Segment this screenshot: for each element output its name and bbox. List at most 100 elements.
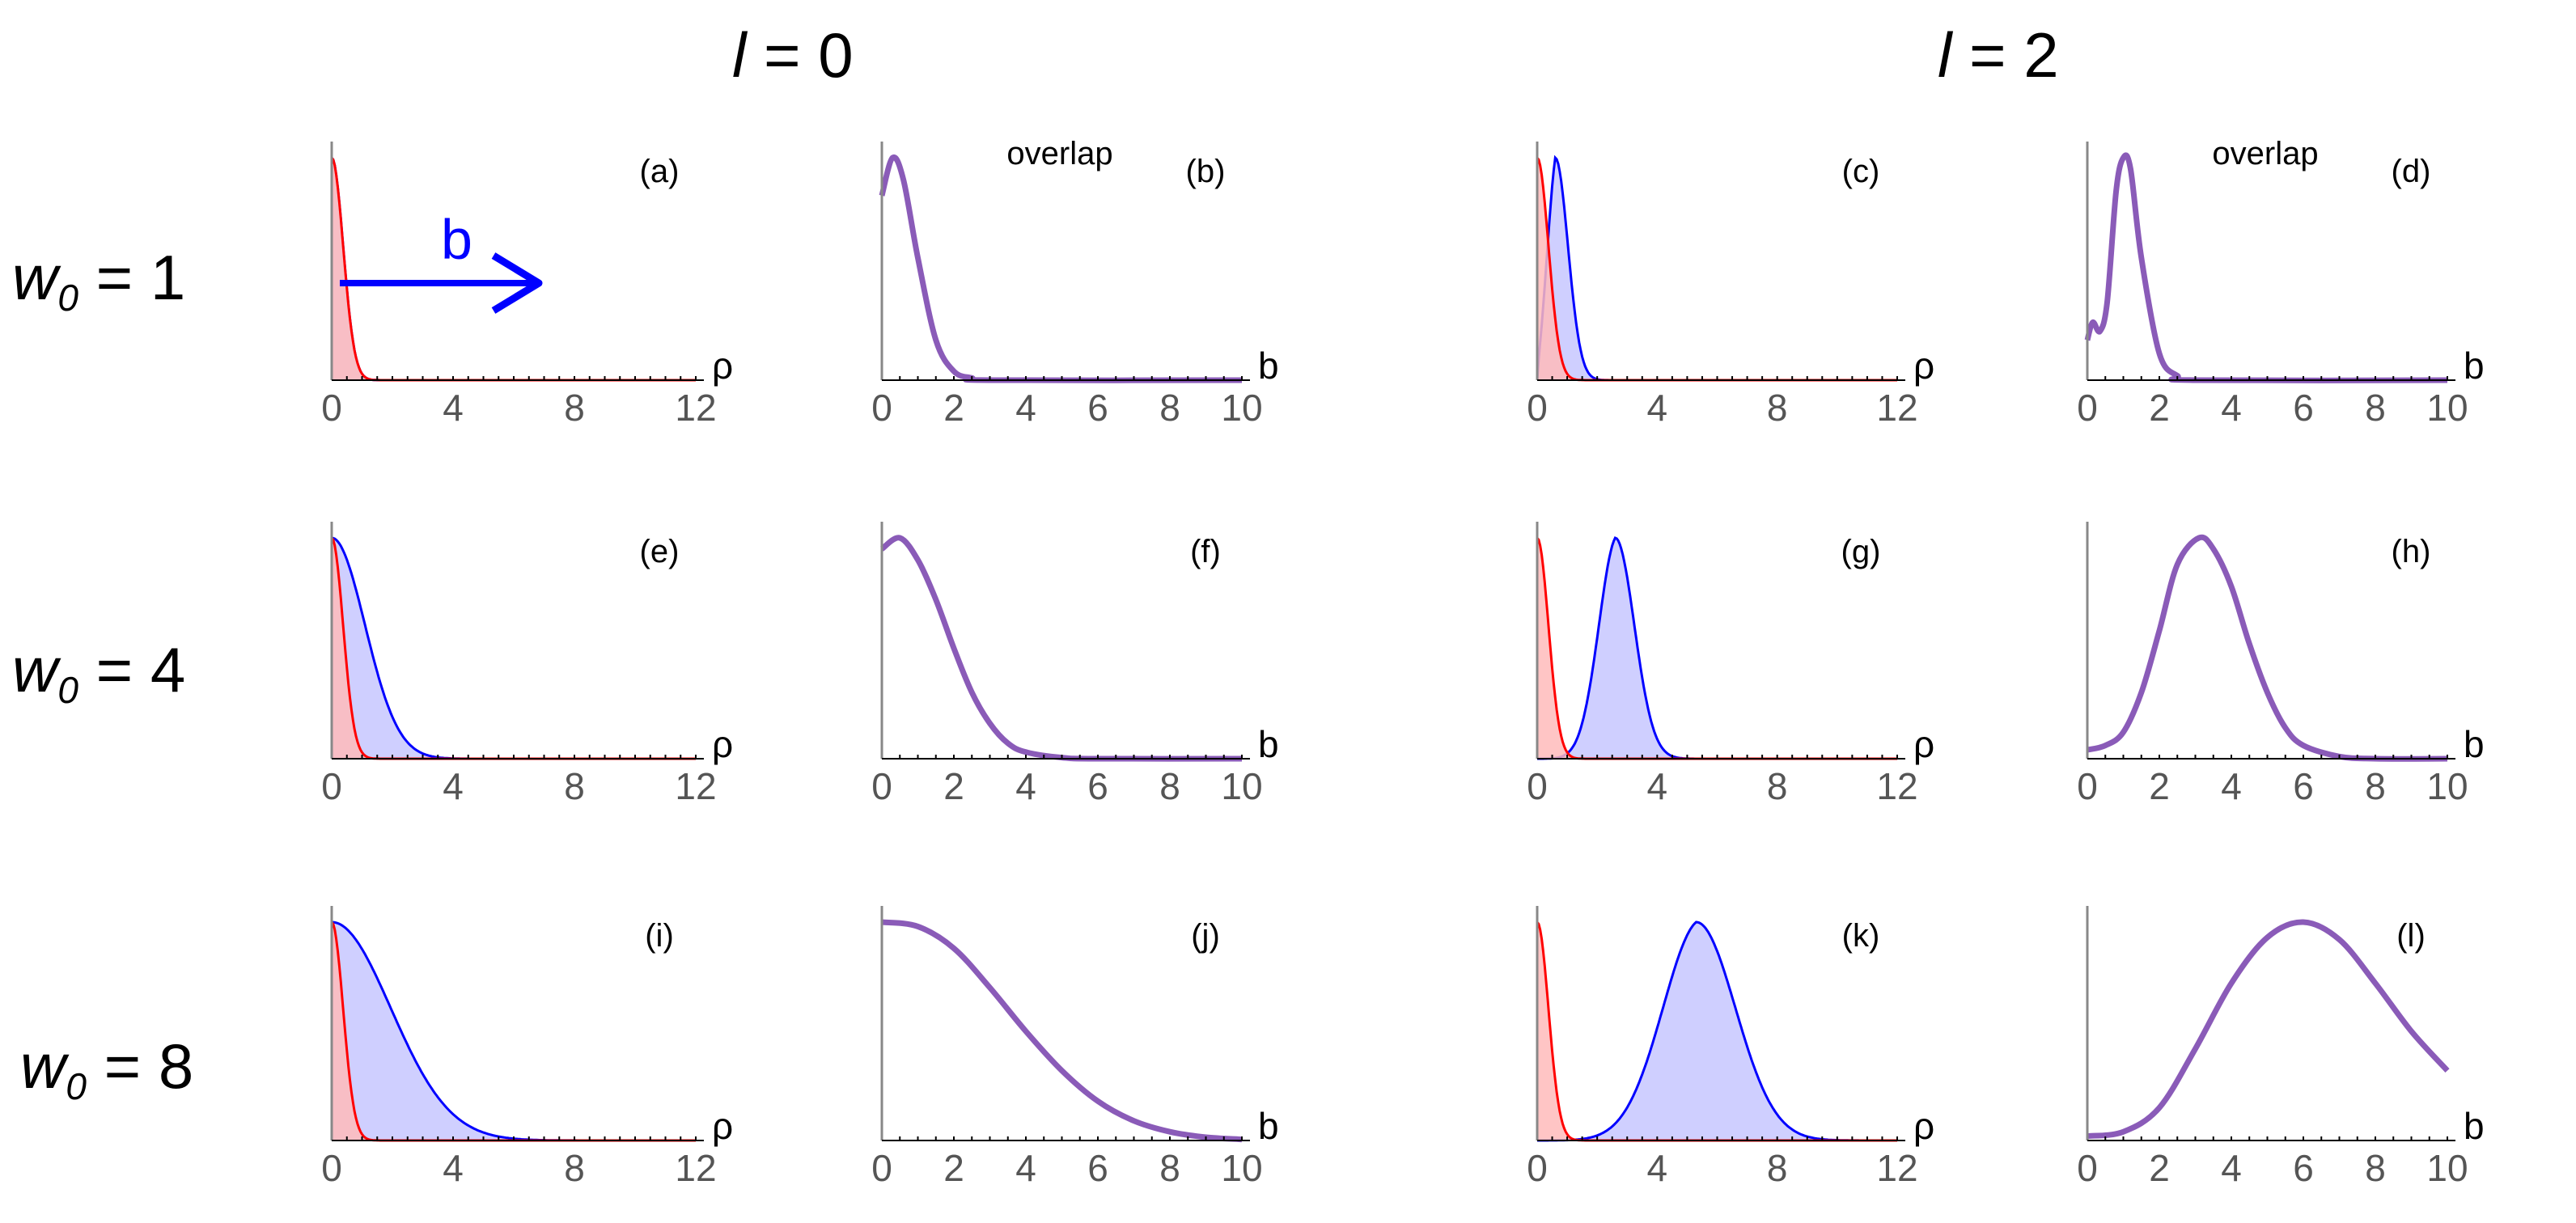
x-tick-label: 8: [1767, 387, 1788, 429]
chart-panel-b: 0 2 4 6 8 10b (b) overlap: [871, 136, 1278, 429]
panel-label: (d): [2392, 154, 2431, 189]
x-tick-label: 4: [1015, 765, 1036, 807]
x-tick-label: 6: [1087, 765, 1108, 807]
x-tick-label: 0: [321, 1147, 342, 1189]
series-fill-red: [1537, 158, 1897, 380]
series-fill-blue: [1537, 158, 1897, 380]
x-tick-label: 4: [2221, 765, 2242, 807]
x-tick-label: 4: [443, 1147, 464, 1189]
x-tick-label: 10: [1221, 765, 1262, 807]
series-fill-blue: [1537, 922, 1897, 1140]
x-tick-label: 6: [1087, 1147, 1108, 1189]
x-tick-label: 4: [443, 387, 464, 429]
x-tick-label: 10: [1221, 1147, 1262, 1189]
x-axis-label: b: [1258, 1105, 1279, 1147]
panel-label: (e): [640, 534, 680, 569]
x-tick-label: 10: [2426, 1147, 2468, 1189]
panel-label: (b): [1186, 154, 1226, 189]
row-sub: 0: [66, 1065, 87, 1107]
series-fill-blue: [1537, 538, 1897, 759]
row-sub: 0: [57, 669, 78, 711]
panel-label: (c): [1842, 154, 1880, 189]
overlap-title: overlap: [1006, 136, 1112, 171]
x-tick-label: 12: [1876, 765, 1917, 807]
chart-panel-j: 0 2 4 6 8 10b (j): [871, 906, 1279, 1189]
panel-label: (k): [1842, 918, 1880, 954]
series-line-blue: [1536, 154, 1897, 382]
x-tick-label: 12: [675, 1147, 716, 1189]
row-header-w0-8: w0 = 8: [20, 1030, 193, 1107]
panel-label: (l): [2396, 918, 2426, 954]
column-header-l0: l = 0: [732, 19, 854, 91]
panel-label: (j): [1191, 918, 1220, 954]
x-tick-label: 2: [2149, 387, 2170, 429]
x-tick-label: 12: [1876, 1147, 1917, 1189]
column-header-eq: = 0: [746, 19, 853, 91]
x-axis-label: b: [1258, 345, 1279, 387]
x-tick-label: 0: [871, 765, 892, 807]
x-tick-label: 0: [1527, 1147, 1548, 1189]
x-tick-label: 4: [443, 765, 464, 807]
x-tick-label: 10: [2426, 765, 2468, 807]
chart-panel-a: 0 4 8 12ρ (a): [321, 142, 733, 429]
panel-label: (h): [2392, 534, 2431, 569]
column-header-var: l: [732, 19, 748, 91]
panel-label: (i): [645, 918, 674, 954]
x-axis-label: ρ: [712, 1105, 733, 1147]
x-tick-label: 0: [2077, 1147, 2098, 1189]
series-fill-blue: [332, 538, 696, 759]
x-tick-label: 6: [1087, 387, 1108, 429]
b-arrow-head: [491, 252, 543, 314]
x-tick-label: 6: [2293, 387, 2314, 429]
x-axis-label: b: [2464, 1105, 2485, 1147]
chart-panel-i: 0 4 8 12ρ (i): [321, 906, 733, 1189]
row-header-w0-1: w0 = 1: [12, 242, 185, 319]
x-tick-label: 8: [1767, 1147, 1788, 1189]
x-tick-label: 4: [2221, 387, 2242, 429]
x-tick-label: 8: [1159, 765, 1180, 807]
chart-panel-g: 0 4 8 12ρ (g): [1527, 522, 1934, 807]
chart-panel-k: 0 4 8 12ρ (k): [1527, 906, 1934, 1189]
x-tick-label: 0: [1527, 387, 1548, 429]
overlap-curve: [879, 535, 1243, 762]
x-tick-label: 4: [1015, 387, 1036, 429]
x-axis-label: b: [2464, 723, 2485, 765]
chart-panel-h: 0 2 4 6 8 10b (h): [2077, 522, 2485, 807]
x-tick-label: 2: [2149, 1147, 2170, 1189]
x-tick-label: 8: [564, 1147, 585, 1189]
chart-panel-c: 0 4 8 12ρ (c): [1527, 142, 1934, 429]
x-tick-label: 2: [943, 387, 964, 429]
x-tick-label: 4: [1647, 1147, 1668, 1189]
chart-panel-d: 0 2 4 6 8 10b (d) overlap: [2077, 136, 2484, 429]
overlap-title: overlap: [2212, 136, 2318, 171]
column-header-eq: = 2: [1951, 19, 2058, 91]
x-tick-label: 8: [564, 387, 585, 429]
x-tick-label: 8: [2365, 387, 2386, 429]
x-tick-label: 0: [871, 1147, 892, 1189]
b-arrow-label: b: [441, 208, 472, 271]
x-tick-label: 8: [2365, 765, 2386, 807]
x-axis-label: ρ: [712, 723, 733, 765]
panel-label: (a): [640, 154, 680, 189]
x-tick-label: 2: [943, 765, 964, 807]
x-tick-label: 0: [871, 387, 892, 429]
x-tick-label: 0: [321, 387, 342, 429]
x-tick-label: 4: [1647, 765, 1668, 807]
x-tick-label: 8: [1159, 387, 1180, 429]
x-axis-label: ρ: [1913, 345, 1934, 387]
chart-panel-f: 0 2 4 6 8 10b (f): [871, 522, 1279, 807]
overlap-curve: [2087, 919, 2450, 1140]
x-tick-label: 0: [1527, 765, 1548, 807]
x-tick-label: 8: [2365, 1147, 2386, 1189]
x-tick-label: 8: [564, 765, 585, 807]
series-fill-blue: [332, 922, 696, 1140]
x-tick-label: 2: [943, 1147, 964, 1189]
x-tick-label: 12: [675, 765, 716, 807]
panel-label: (f): [1190, 534, 1221, 569]
x-tick-label: 2: [2149, 765, 2170, 807]
x-tick-label: 10: [1221, 387, 1262, 429]
x-axis-label: ρ: [1913, 1105, 1934, 1147]
row-var: w: [12, 242, 61, 313]
